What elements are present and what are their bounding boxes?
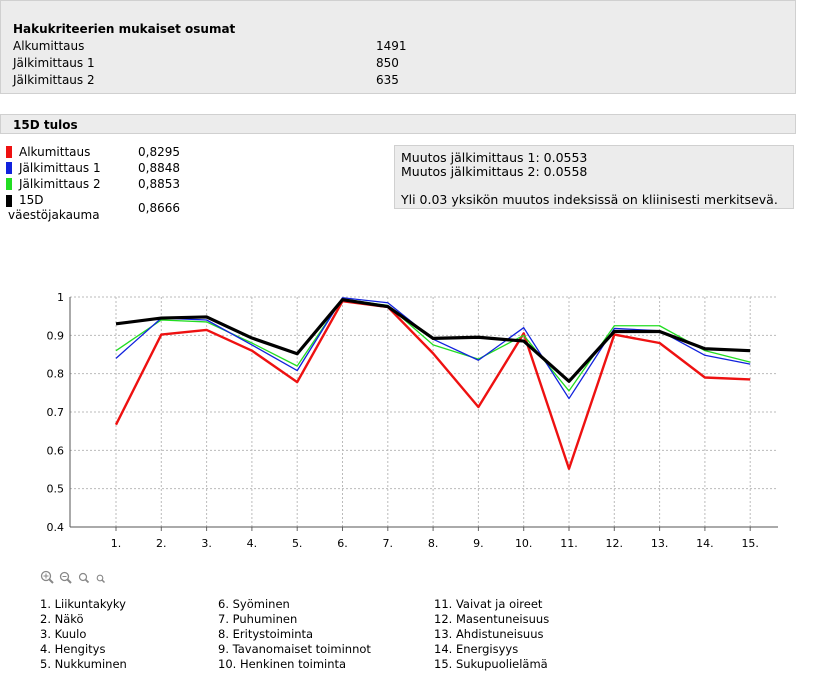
change-info-box: Muutos jälkimittaus 1: 0.0553 Muutos jäl… <box>394 145 794 209</box>
x-tick-label: 1. <box>111 537 122 550</box>
legend-label-alkumittaus: Alkumittaus <box>19 145 91 159</box>
x-tick-label: 4. <box>247 537 258 550</box>
x-tick-label: 5. <box>292 537 303 550</box>
x-tick-label: 3. <box>201 537 212 550</box>
result-section-header: 15D tulos <box>0 114 796 134</box>
legend-swatch-jalkimittaus-1 <box>6 162 12 174</box>
zoom-in-small-icon[interactable] <box>59 571 72 584</box>
x-tick-label: 14. <box>696 537 714 550</box>
summary-value-jalkimittaus-1: 850 <box>376 56 399 70</box>
legend-swatch-alkumittaus <box>6 146 12 158</box>
summary-label-jalkimittaus-1: Jälkimittaus 1 <box>13 56 95 70</box>
y-tick-label: 0.8 <box>47 368 65 381</box>
dimension-item: 15. Sukupuolielämä <box>434 657 548 671</box>
dimension-item: 12. Masentuneisuus <box>434 612 550 626</box>
zoom-reset-icon[interactable] <box>96 574 106 584</box>
y-tick-label: 0.9 <box>47 329 65 342</box>
x-tick-label: 2. <box>156 537 167 550</box>
x-tick-label: 8. <box>428 537 439 550</box>
dimension-item: 5. Nukkuminen <box>40 657 127 671</box>
dimension-item: 3. Kuulo <box>40 627 87 641</box>
x-tick-label: 13. <box>651 537 669 550</box>
x-tick-label: 9. <box>473 537 484 550</box>
line-chart: 0.40.50.60.70.80.911. 2. 3. 4. 5. 6. 7. 8. 9. 10.… <box>47 291 778 550</box>
y-tick-label: 1 <box>57 291 64 304</box>
dimension-item: 11. Vaivat ja oireet <box>434 597 543 611</box>
summary-value-jalkimittaus-2: 635 <box>376 73 399 87</box>
series-line-15d-v-est-jakauma <box>115 298 751 383</box>
result-section-title: 15D tulos <box>13 118 78 132</box>
summary-label-jalkimittaus-2: Jälkimittaus 2 <box>13 73 95 87</box>
legend-label-vaestojakauma: väestöjakauma <box>8 208 100 222</box>
x-tick-label: 12. <box>606 537 624 550</box>
dimension-item: 14. Energisyys <box>434 642 519 656</box>
legend-label-jalkimittaus-2: Jälkimittaus 2 <box>19 177 101 191</box>
legend-value-jalkimittaus-2: 0,8853 <box>138 177 180 191</box>
y-tick-label: 0.4 <box>47 521 65 534</box>
legend-value-15d-vaesto: 0,8666 <box>138 201 180 215</box>
legend-value-alkumittaus: 0,8295 <box>138 145 180 159</box>
search-results-panel: Hakukriteerien mukaiset osumat Alkumitta… <box>0 0 796 94</box>
x-tick-label: 15. <box>741 537 759 550</box>
zoom-icons <box>40 570 106 584</box>
x-tick-label: 7. <box>383 537 394 550</box>
y-tick-label: 0.6 <box>47 444 65 457</box>
legend-label-15d: 15D <box>19 193 44 207</box>
y-tick-label: 0.5 <box>47 483 65 496</box>
zoom-in-icon[interactable] <box>40 570 54 584</box>
summary-title: Hakukriteerien mukaiset osumat <box>13 22 236 36</box>
summary-value-alkumittaus: 1491 <box>376 39 407 53</box>
x-tick-label: 11. <box>560 537 578 550</box>
zoom-out-icon[interactable] <box>78 572 90 584</box>
change-followup-2: Muutos jälkimittaus 2: 0.0558 <box>401 164 588 179</box>
dimension-item: 8. Eritystoiminta <box>218 627 314 641</box>
dimension-item: 9. Tavanomaiset toiminnot <box>218 642 371 656</box>
x-tick-label: 6. <box>337 537 348 550</box>
summary-label-alkumittaus: Alkumittaus <box>13 39 85 53</box>
dimension-item: 6. Syöminen <box>218 597 290 611</box>
legend-swatch-15d-vaesto <box>6 195 12 207</box>
dimension-item: 10. Henkinen toiminta <box>218 657 347 671</box>
legend-value-jalkimittaus-1: 0,8848 <box>138 161 180 175</box>
dimension-item: 13. Ahdistuneisuus <box>434 627 544 641</box>
series-line-alkumittaus <box>114 300 751 470</box>
zoom-toolbar <box>40 570 120 589</box>
dimension-item: 2. Näkö <box>40 612 84 626</box>
legend-label-jalkimittaus-1: Jälkimittaus 1 <box>19 161 101 175</box>
dimension-item: 7. Puhuminen <box>218 612 298 626</box>
clinical-significance-note: Yli 0.03 yksikön muutos indeksissä on kl… <box>401 192 778 207</box>
dimension-item: 4. Hengitys <box>40 642 106 656</box>
x-tick-label: 10. <box>515 537 533 550</box>
dimension-item: 1. Liikuntakyky <box>40 597 126 611</box>
change-followup-1: Muutos jälkimittaus 1: 0.0553 <box>401 150 588 165</box>
legend-swatch-jalkimittaus-2 <box>6 178 12 190</box>
y-tick-label: 0.7 <box>47 406 65 419</box>
